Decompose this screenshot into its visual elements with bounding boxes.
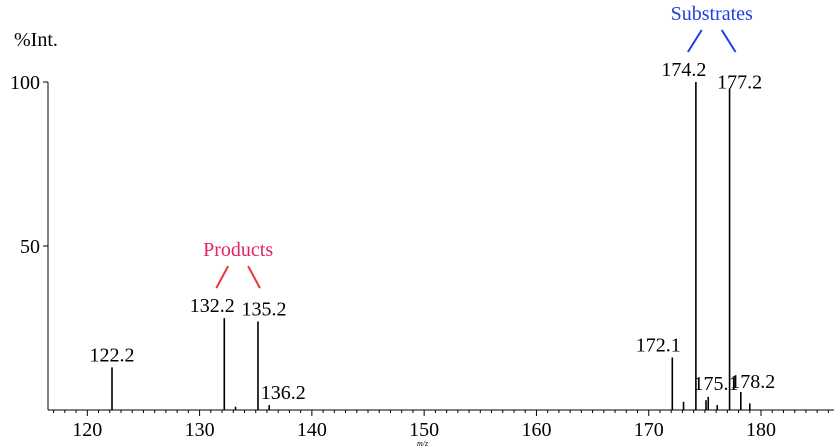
annotation-line	[687, 29, 703, 53]
peak-label: 122.2	[90, 344, 135, 366]
y-tick-label: 50	[20, 236, 40, 258]
peak-labels: 122.2 132.2 135.2 136.2 172.1 174.2 175.1 177.2…	[90, 59, 776, 404]
x-tick-label: 180	[746, 419, 776, 441]
peak-label: 175.1	[693, 373, 738, 395]
annotation-label: Substrates	[671, 3, 753, 25]
x-tick-label: 170	[634, 419, 664, 441]
x-tick-label: 120	[72, 419, 102, 441]
annotation-line	[215, 265, 230, 289]
annotation-line	[247, 265, 261, 289]
x-tick-label: 140	[297, 419, 327, 441]
peak-label: 178.2	[730, 371, 775, 393]
annotation-line	[720, 29, 737, 53]
x-tick-label: 150	[409, 419, 439, 441]
x-tick-label: 130	[185, 419, 215, 441]
annotations: Products Substrates	[203, 3, 753, 289]
peaks	[111, 82, 751, 410]
x-tick-label: 160	[521, 419, 551, 441]
peak-label: 132.2	[190, 295, 235, 317]
peak-label: 136.2	[261, 382, 306, 404]
y-axis-label: %Int.	[14, 29, 58, 51]
peak-label: 177.2	[717, 72, 762, 94]
axes: 50 100 120 130 140 150 160 170 180	[10, 72, 834, 441]
y-tick-label: 100	[10, 72, 40, 94]
peak-label: 135.2	[241, 298, 286, 320]
annotation-label: Products	[203, 239, 273, 261]
peak-label: 172.1	[636, 335, 681, 357]
x-axis-label: m/z	[417, 439, 429, 448]
peak-label: 174.2	[661, 59, 706, 81]
